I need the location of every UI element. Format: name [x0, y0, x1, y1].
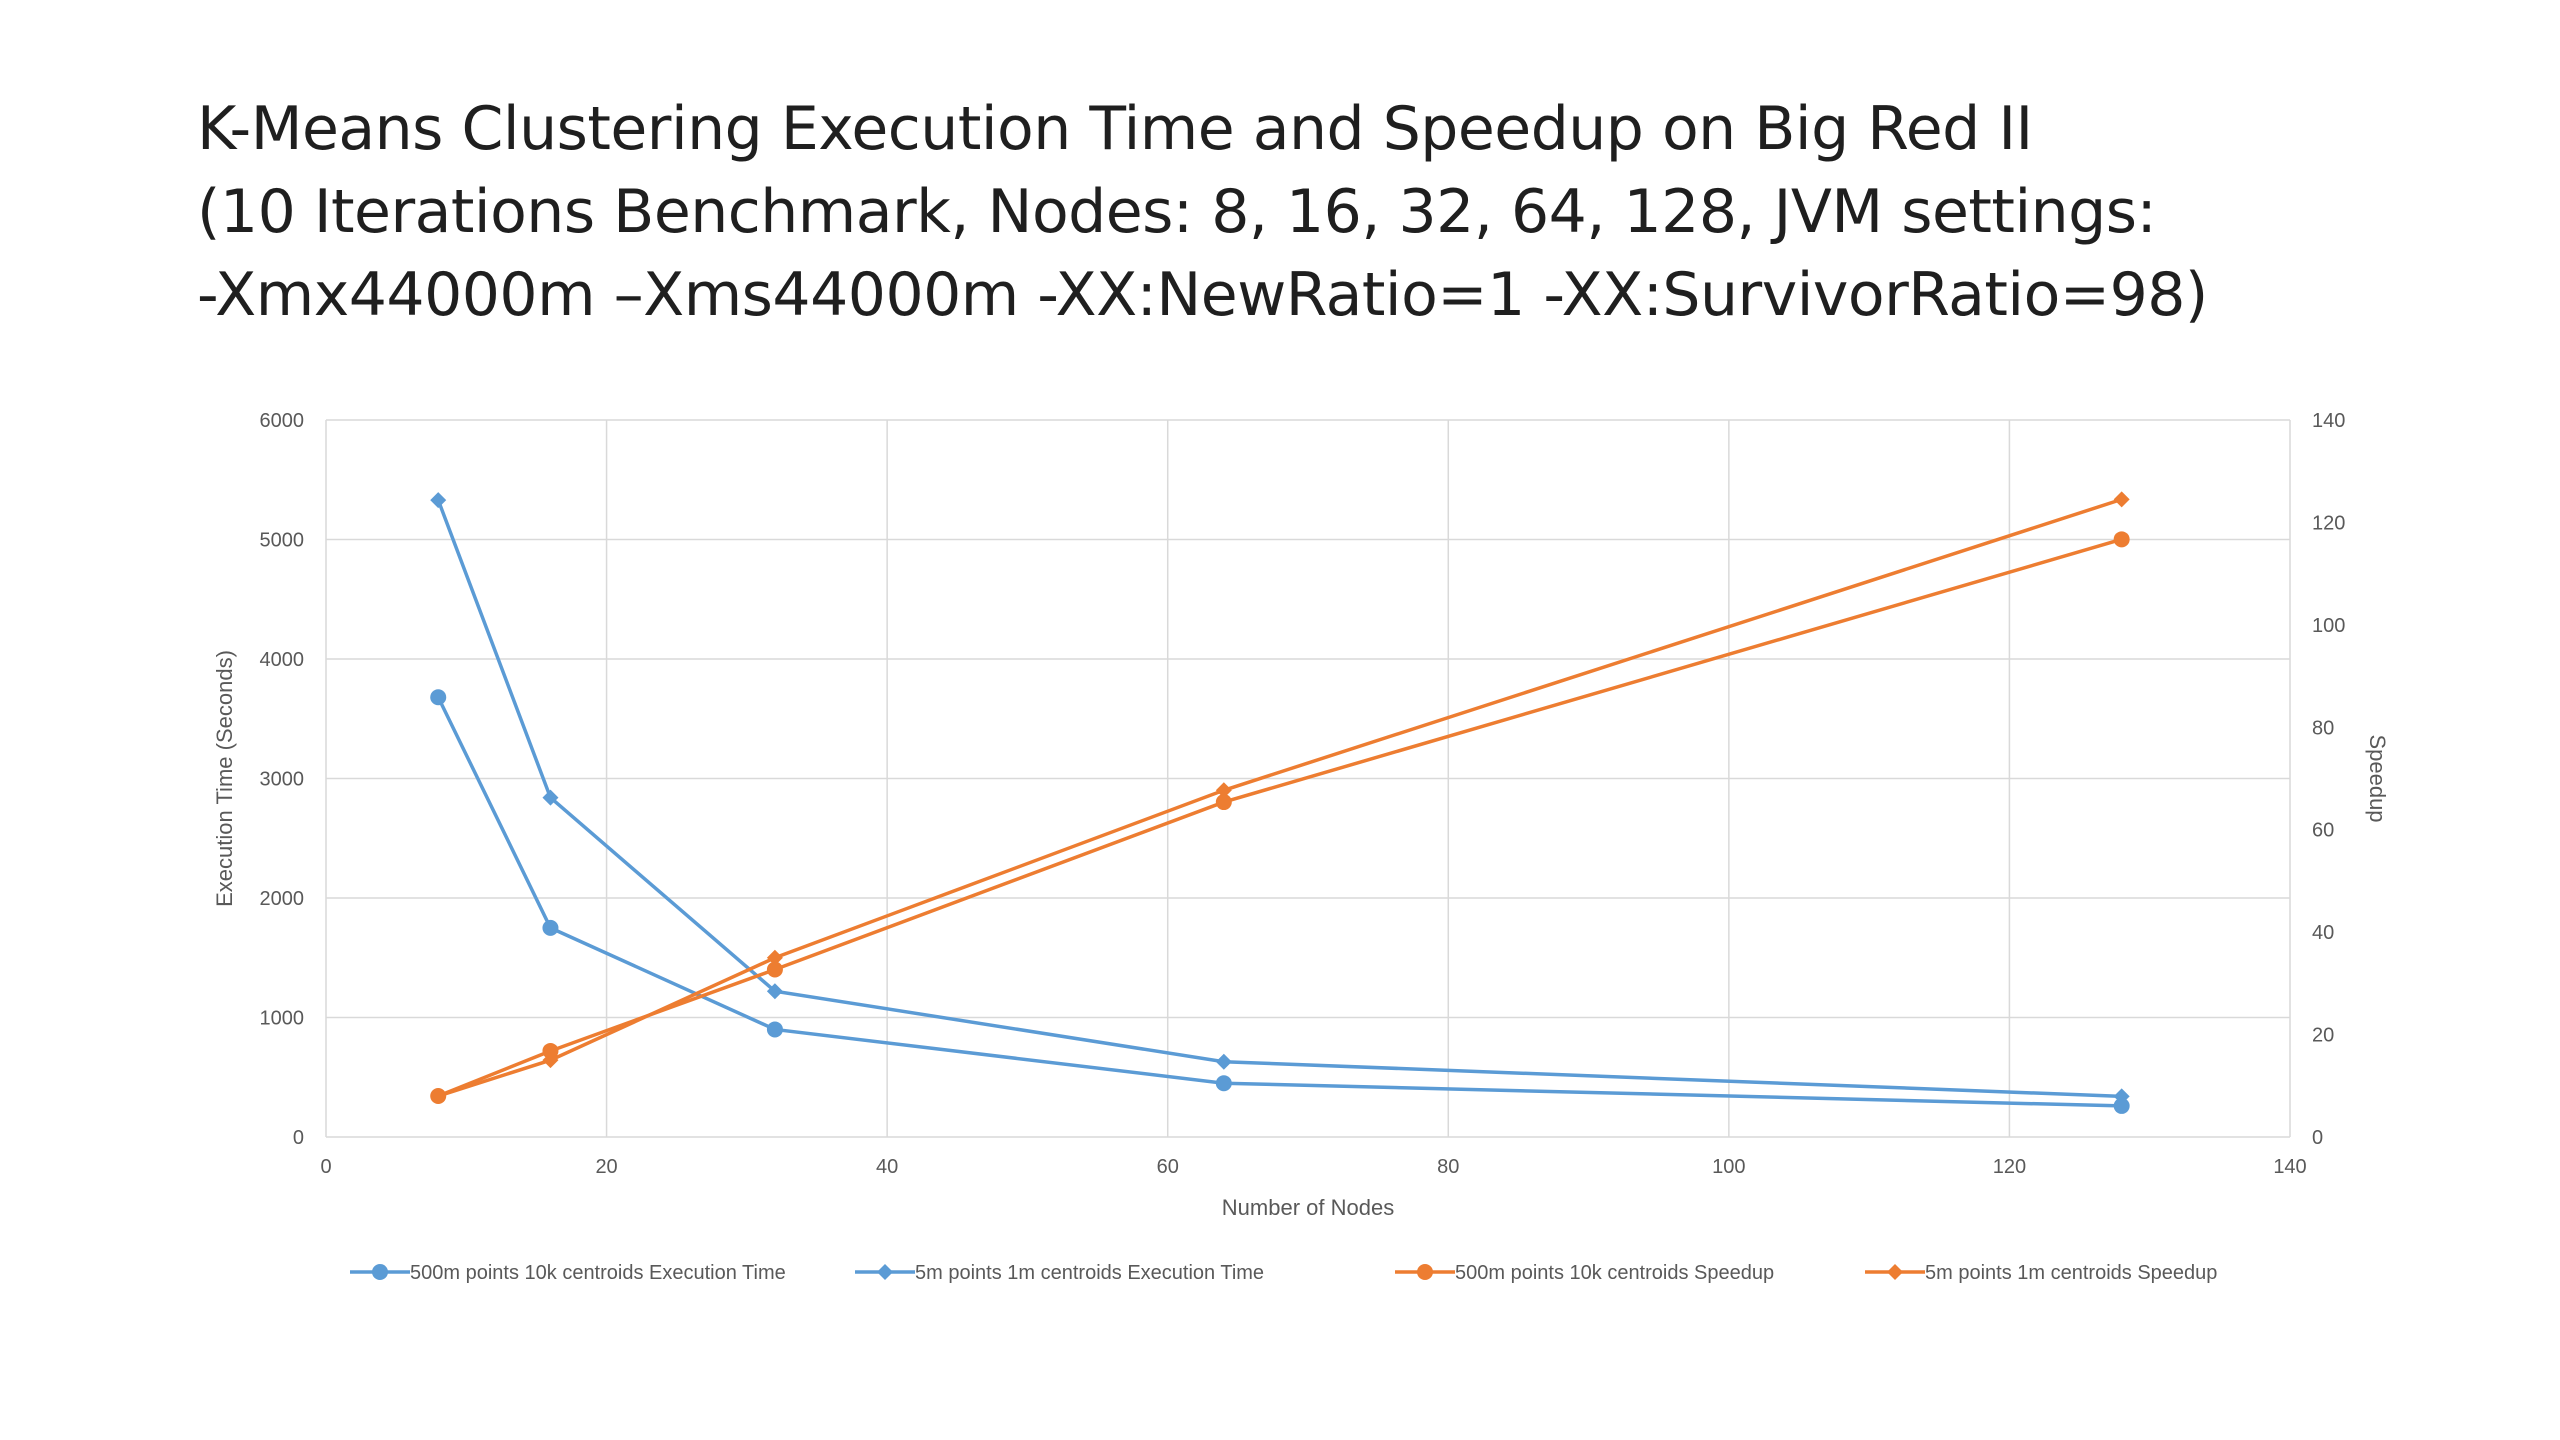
data-point — [2113, 1097, 2130, 1114]
data-point — [766, 949, 783, 966]
data-point — [766, 961, 783, 978]
legend: 500m points 10k centroids Execution Time… — [350, 1262, 2217, 1284]
data-point — [766, 1021, 783, 1038]
legend-item: 500m points 10k centroids Execution Time — [350, 1262, 786, 1284]
data-point — [430, 492, 447, 509]
y2-tick-label: 100 — [2312, 615, 2345, 637]
series-2 — [430, 492, 2130, 1105]
data-point — [1215, 1053, 1232, 1070]
y2-axis-title: Speedup — [2365, 734, 2390, 822]
x-tick-label: 80 — [1437, 1156, 1459, 1178]
x-tick-label: 60 — [1157, 1156, 1179, 1178]
y-tick-label: 2000 — [260, 888, 305, 910]
data-point — [430, 689, 447, 706]
y2-tick-label: 0 — [2312, 1127, 2323, 1149]
y2-tick-label: 140 — [2312, 410, 2345, 432]
data-point — [766, 983, 783, 1000]
legend-item: 5m points 1m centroids Execution Time — [855, 1262, 1264, 1284]
data-point — [2113, 491, 2130, 508]
data-point — [430, 1088, 447, 1105]
data-point — [2113, 1088, 2130, 1105]
y2-tick-label: 120 — [2312, 512, 2345, 534]
x-tick-label: 0 — [320, 1156, 331, 1178]
y-tick-label: 3000 — [260, 769, 305, 791]
y-tick-label: 1000 — [260, 1008, 305, 1030]
y2-tick-label: 40 — [2312, 922, 2334, 944]
axis-titles: Number of Nodes Execution Time (Seconds)… — [212, 650, 2390, 1220]
data-point — [1215, 794, 1232, 811]
x-tick-label: 20 — [595, 1156, 617, 1178]
data-point — [542, 919, 559, 936]
data-point — [542, 1042, 559, 1059]
x-axis-title: Number of Nodes — [1222, 1195, 1394, 1220]
data-point — [542, 1052, 559, 1069]
legend-label: 500m points 10k centroids Speedup — [1455, 1262, 1774, 1284]
legend-swatch-marker — [1887, 1264, 1903, 1280]
data-point — [542, 789, 559, 806]
data-point — [1215, 782, 1232, 799]
y2-tick-label: 80 — [2312, 717, 2334, 739]
y-axis-title: Execution Time (Seconds) — [212, 650, 237, 907]
series-line — [436, 696, 2122, 1108]
series-line — [437, 497, 2123, 1098]
legend-label: 500m points 10k centroids Execution Time — [410, 1262, 786, 1284]
x-tick-label: 40 — [876, 1156, 898, 1178]
title-line-2: (10 Iterations Benchmark, Nodes: 8, 16, … — [197, 177, 2157, 247]
legend-swatch-marker — [372, 1264, 388, 1280]
legend-item: 5m points 1m centroids Speedup — [1865, 1262, 2217, 1284]
y-tick-label: 4000 — [260, 649, 305, 671]
series-lines — [430, 491, 2130, 1114]
legend-label: 5m points 1m centroids Execution Time — [915, 1262, 1264, 1284]
tick-labels: 0 20 40 60 80 100 120 1400100020003000400050006… — [260, 410, 2346, 1178]
chart-title: K-Means Clustering Execution Time and Sp… — [197, 88, 2208, 337]
data-point — [2113, 531, 2130, 548]
x-tick-label: 100 — [1712, 1156, 1745, 1178]
series-4 — [430, 491, 2130, 1105]
series-line — [436, 499, 2122, 1099]
y2-tick-label: 20 — [2312, 1025, 2334, 1047]
title-line-1: K-Means Clustering Execution Time and Sp… — [197, 94, 2033, 164]
data-point — [1215, 1075, 1232, 1092]
legend-label: 5m points 1m centroids Speedup — [1925, 1262, 2217, 1284]
title-line-3: -Xmx44000m –Xms44000m -XX:NewRatio=1 -XX… — [197, 260, 2208, 330]
legend-item: 500m points 10k centroids Speedup — [1395, 1262, 1774, 1284]
legend-swatch-marker — [1417, 1264, 1433, 1280]
y-tick-label: 5000 — [260, 530, 305, 552]
x-tick-label: 120 — [1993, 1156, 2026, 1178]
series-line — [437, 537, 2123, 1098]
y-tick-label: 6000 — [260, 410, 305, 432]
series-1 — [430, 689, 2130, 1114]
y2-tick-label: 60 — [2312, 820, 2334, 842]
legend-swatch-marker — [877, 1264, 893, 1280]
y-tick-label: 0 — [293, 1127, 304, 1149]
x-tick-label: 140 — [2273, 1156, 2306, 1178]
